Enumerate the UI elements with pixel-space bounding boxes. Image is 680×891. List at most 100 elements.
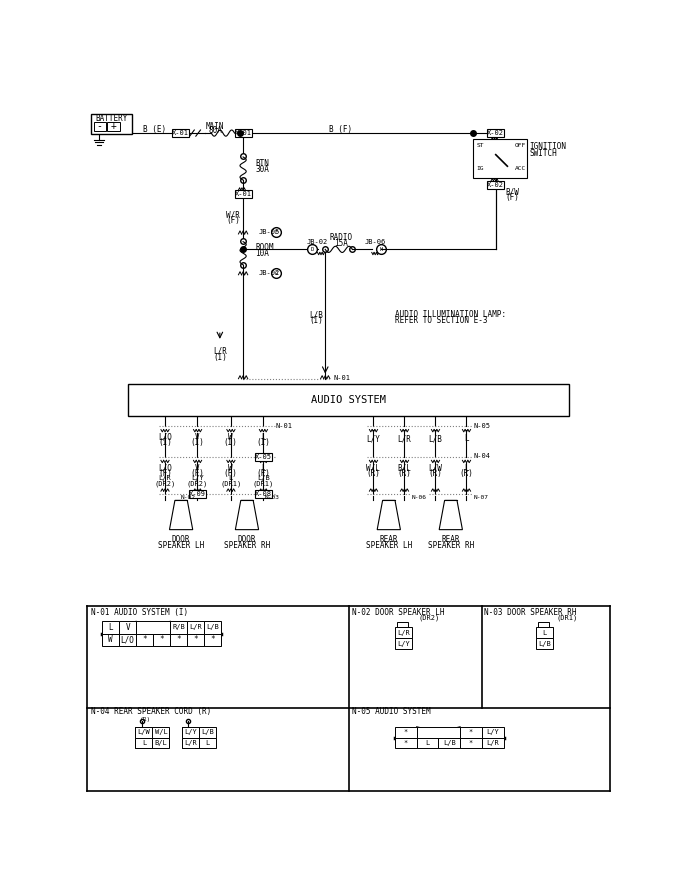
Text: *: *: [469, 729, 473, 735]
Bar: [135, 727, 152, 738]
Bar: [395, 627, 412, 638]
Bar: [460, 738, 482, 748]
Text: JB-02: JB-02: [307, 240, 328, 245]
Text: 15A: 15A: [334, 239, 347, 248]
Text: (DR2): (DR2): [418, 614, 439, 621]
Text: (DR1): (DR1): [220, 480, 241, 486]
Bar: [395, 727, 417, 738]
Bar: [182, 727, 199, 738]
Bar: [170, 621, 187, 634]
Text: L: L: [205, 740, 209, 746]
Bar: [482, 738, 503, 748]
Text: B/L: B/L: [154, 740, 167, 746]
Text: SPEAKER RH: SPEAKER RH: [428, 541, 474, 550]
Text: L/B: L/B: [257, 475, 270, 481]
Bar: [235, 190, 252, 198]
Text: L: L: [108, 623, 113, 632]
Bar: [205, 621, 222, 634]
Text: B (F): B (F): [329, 125, 352, 134]
Text: (F): (F): [224, 469, 237, 478]
Text: F: F: [275, 230, 278, 235]
Bar: [153, 634, 170, 646]
Bar: [395, 738, 417, 748]
Bar: [473, 139, 527, 178]
Bar: [417, 738, 439, 748]
Text: -: -: [97, 121, 103, 131]
Text: OFF: OFF: [515, 143, 526, 148]
Text: N-07: N-07: [473, 495, 488, 500]
Text: (I): (I): [256, 438, 270, 447]
Text: W/L: W/L: [154, 729, 167, 735]
Text: L: L: [464, 463, 469, 472]
Text: *: *: [404, 729, 408, 735]
Text: L/B: L/B: [201, 729, 214, 735]
Text: (R): (R): [428, 469, 442, 478]
Text: *: *: [469, 740, 473, 746]
Text: (I): (I): [309, 316, 323, 325]
Bar: [539, 622, 549, 627]
Text: X-02: X-02: [488, 182, 505, 188]
Text: L/O: L/O: [158, 463, 172, 472]
Text: L: L: [228, 475, 233, 481]
Bar: [136, 621, 170, 634]
Text: JB-02: JB-02: [258, 270, 280, 276]
Text: W/L: W/L: [367, 463, 380, 472]
Bar: [135, 738, 169, 748]
Text: BTN: BTN: [256, 159, 269, 168]
Text: N-03: N-03: [265, 495, 279, 500]
Text: L/R: L/R: [184, 740, 197, 746]
Text: W: W: [228, 463, 233, 472]
Text: (R): (R): [140, 717, 151, 723]
Bar: [439, 738, 460, 748]
Text: *: *: [211, 635, 215, 644]
Text: X-01: X-01: [172, 130, 189, 136]
Bar: [255, 490, 272, 498]
Text: (F): (F): [226, 216, 240, 225]
Text: X-01: X-01: [235, 130, 252, 136]
Text: L/R: L/R: [190, 625, 202, 631]
Text: N-05 AUDIO SYSTEM: N-05 AUDIO SYSTEM: [352, 707, 431, 715]
Text: D: D: [311, 247, 313, 252]
Text: L: L: [261, 433, 266, 442]
Text: (F): (F): [158, 469, 172, 478]
Text: B/W: B/W: [506, 187, 520, 196]
Text: REAR: REAR: [379, 535, 398, 544]
Text: N-01: N-01: [275, 422, 292, 429]
Text: L/Y: L/Y: [184, 729, 197, 735]
Bar: [235, 129, 252, 137]
Text: (R): (R): [367, 469, 380, 478]
Bar: [119, 621, 136, 634]
Bar: [395, 638, 412, 649]
Text: N-02 DOOR SPEAKER LH: N-02 DOOR SPEAKER LH: [352, 608, 445, 617]
Bar: [170, 634, 187, 646]
Bar: [135, 738, 152, 748]
Text: L/W: L/W: [137, 729, 150, 735]
Bar: [102, 621, 119, 634]
Text: (F): (F): [256, 469, 270, 478]
Text: W: W: [228, 433, 233, 442]
Text: ACC: ACC: [515, 166, 526, 171]
Text: N-04 REAR SPEAKER CORD (R): N-04 REAR SPEAKER CORD (R): [91, 707, 211, 715]
Text: (I): (I): [158, 438, 172, 447]
Bar: [182, 738, 199, 748]
Bar: [91, 114, 131, 134]
Text: (DR2): (DR2): [187, 480, 208, 486]
Bar: [460, 727, 482, 738]
Text: DOOR: DOOR: [238, 535, 256, 544]
Text: X-02: X-02: [488, 130, 505, 136]
Text: REFER TO SECTION E-3: REFER TO SECTION E-3: [395, 316, 488, 325]
Text: (F): (F): [506, 192, 520, 201]
Text: H: H: [379, 247, 383, 252]
Text: L/B: L/B: [443, 740, 456, 746]
Text: MAIN: MAIN: [206, 122, 224, 131]
Bar: [397, 622, 408, 627]
Text: V: V: [195, 463, 200, 472]
Bar: [187, 621, 205, 634]
Text: L/B: L/B: [538, 641, 551, 647]
Text: BATTERY: BATTERY: [95, 114, 128, 123]
Text: DOOR: DOOR: [172, 535, 190, 544]
Bar: [172, 129, 189, 137]
Text: L/W: L/W: [428, 463, 442, 472]
Text: N-03 DOOR SPEAKER RH: N-03 DOOR SPEAKER RH: [484, 608, 577, 617]
Text: ROOM: ROOM: [256, 243, 274, 252]
